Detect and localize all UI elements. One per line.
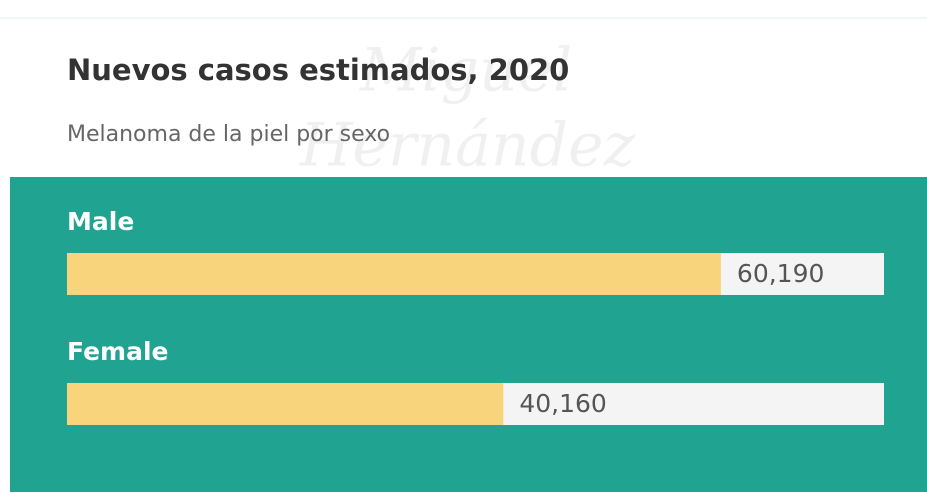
category-label: Male bbox=[67, 207, 134, 236]
panel bbox=[10, 177, 927, 492]
bar bbox=[67, 383, 504, 425]
category-label: Female bbox=[67, 337, 168, 366]
bar bbox=[67, 253, 721, 295]
value-label: 60,190 bbox=[737, 259, 824, 288]
watermark: Hernández bbox=[299, 111, 635, 181]
chart-subtitle: Melanoma de la piel por sexo bbox=[67, 122, 390, 147]
value-label: 40,160 bbox=[519, 389, 606, 418]
watermark: Miguel bbox=[359, 36, 572, 106]
chart-title: Nuevos casos estimados, 2020 bbox=[67, 53, 569, 87]
